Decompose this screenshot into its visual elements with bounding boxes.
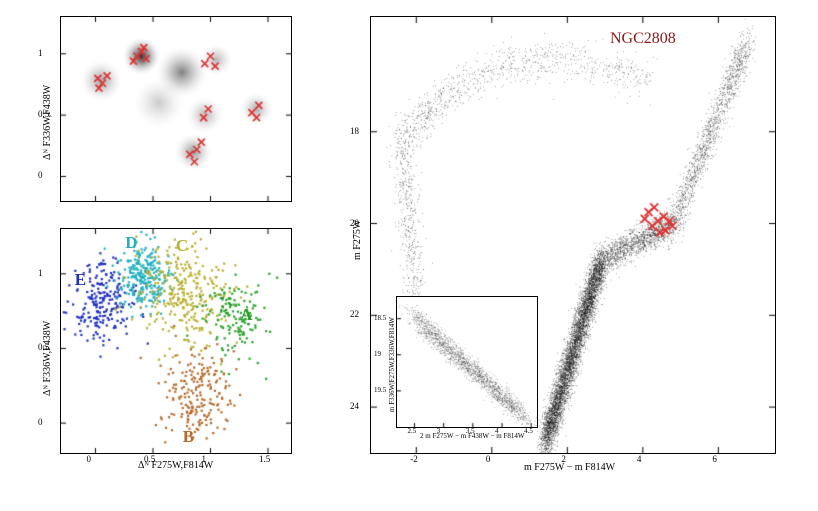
- chromosome-map-populations-panel: [60, 228, 292, 454]
- tl-y-axis-label: Δᴺ F336W,F438W: [42, 85, 53, 160]
- population-label-C: C: [176, 236, 188, 256]
- r-x-axis-label: m F275W − m F814W: [524, 462, 615, 473]
- population-label-A: A: [240, 305, 252, 325]
- bl-y-axis-label: Δᴺ F336W,F438W: [42, 321, 53, 396]
- population-label-E: E: [75, 270, 86, 290]
- population-label-B: B: [183, 427, 194, 447]
- cmd-inset-panel: [396, 296, 538, 428]
- cmd-title: NGC2808: [610, 30, 676, 48]
- multi-panel-figure: Δᴺ F336W,F438W Δᴺ F336W,F438W Δᴺ F275W,F…: [0, 0, 818, 511]
- population-label-D: D: [125, 233, 137, 253]
- chromosome-map-density-panel: [60, 16, 292, 202]
- inset-y-axis-label: m F336W|F275W,F336W,F814W: [388, 317, 396, 412]
